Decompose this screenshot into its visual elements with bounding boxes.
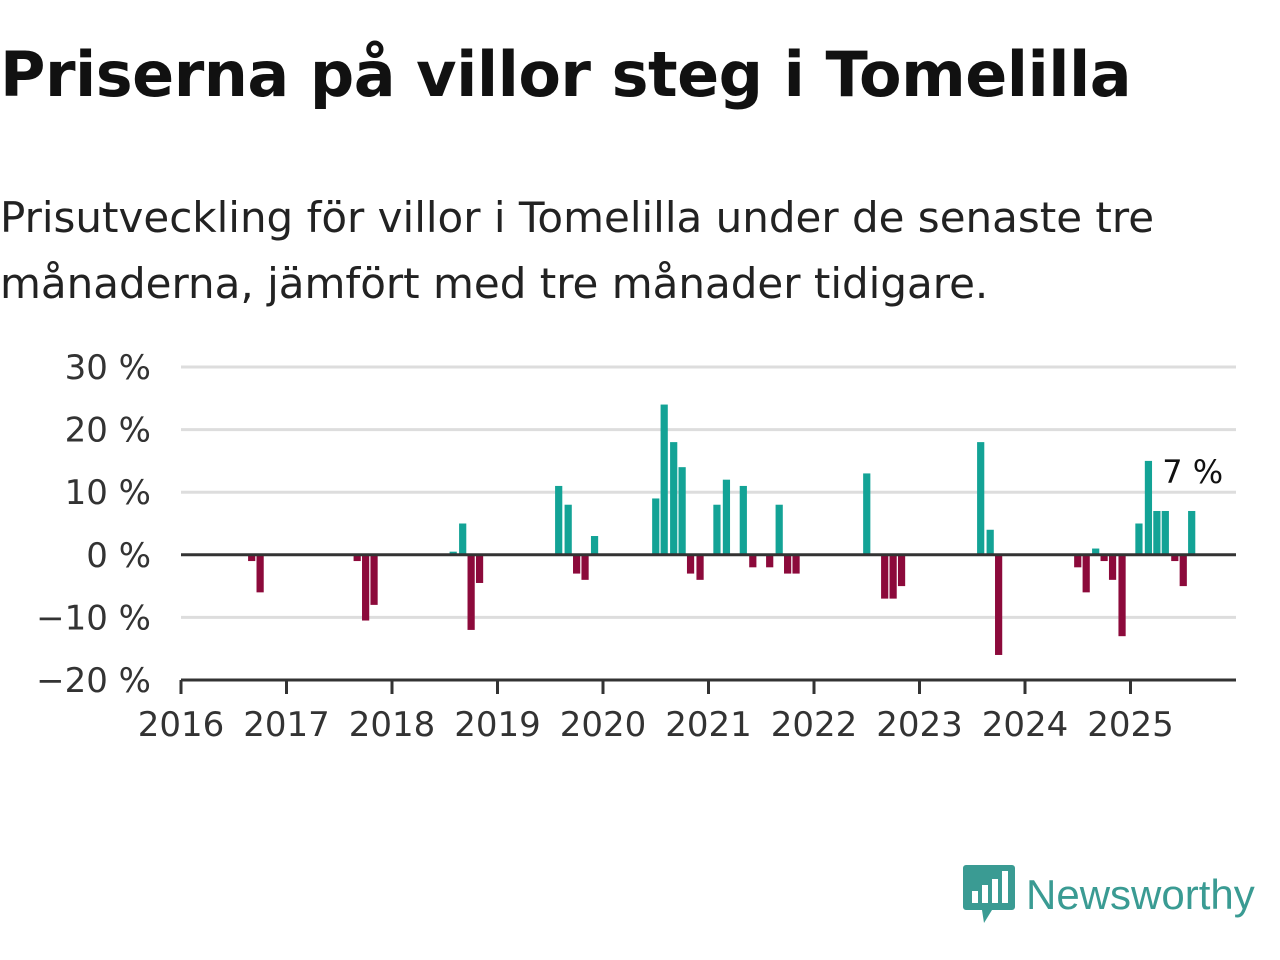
bar-negative: [1118, 554, 1126, 637]
bar-series: [248, 404, 1196, 655]
bar-positive: [555, 485, 563, 555]
tick-labels: −20 % −10 % 0 % 10 % 20 % 30 % 2016 2017 2018 201…: [36, 348, 1174, 745]
bar-positive: [1092, 548, 1100, 555]
x-tick-label: 2019: [454, 705, 541, 745]
x-tick-label: 2017: [243, 705, 330, 745]
x-tick-label: 2018: [349, 705, 436, 745]
chart-title: Priserna på villor steg i Tomelilla: [0, 38, 1132, 111]
chart-subtitle: Prisutveckling för villor i Tomelilla un…: [0, 193, 1155, 308]
bar-negative: [1082, 554, 1090, 593]
bar-chart: −20 % −10 % 0 % 10 % 20 % 30 % 2016 2017 2018 201…: [36, 348, 1236, 745]
bar-positive: [449, 551, 457, 555]
bar-negative: [766, 554, 774, 568]
bar-positive: [739, 485, 747, 555]
bar-positive: [678, 467, 686, 555]
y-tick-label: −10 %: [36, 598, 151, 638]
x-tick-label: 2023: [876, 705, 963, 745]
bar-positive: [1153, 510, 1161, 555]
bar-negative: [686, 554, 695, 574]
bar-negative: [248, 554, 256, 562]
bar-positive: [863, 473, 871, 555]
bar-positive: [977, 442, 985, 555]
bar-negative: [1108, 554, 1117, 580]
bar-negative: [1100, 554, 1108, 562]
newsworthy-logo-text: Newsworthy: [1026, 871, 1255, 918]
bar-negative: [889, 554, 897, 599]
bar-negative: [696, 554, 704, 580]
y-tick-label: 30 %: [65, 348, 151, 388]
annotations: 7 %: [1158, 449, 1227, 495]
newsworthy-logo: Newsworthy: [962, 862, 1255, 928]
bar-positive: [1188, 510, 1196, 555]
bar-negative: [784, 554, 792, 574]
x-tick-label: 2025: [1087, 705, 1174, 745]
x-tick-label: 2024: [982, 705, 1069, 745]
bar-positive: [1161, 510, 1169, 555]
x-tick-label: 2020: [560, 705, 647, 745]
y-tick-label: 20 %: [65, 411, 151, 451]
bar-negative: [897, 554, 906, 587]
bar-negative: [881, 554, 889, 599]
y-tick-label: 0 %: [86, 536, 151, 576]
bar-positive: [775, 504, 783, 555]
bar-negative: [792, 554, 800, 574]
bar-negative: [1074, 554, 1082, 568]
x-tick-label: 2016: [138, 705, 225, 745]
latest-value-label: 7 %: [1162, 453, 1223, 491]
axes: [179, 553, 1236, 694]
bar-positive: [722, 479, 731, 555]
bar-negative: [467, 554, 475, 630]
bar-positive: [652, 498, 660, 555]
bar-positive: [1135, 523, 1143, 555]
bar-negative: [1179, 554, 1187, 587]
y-tick-label: −20 %: [36, 661, 151, 701]
bar-negative: [370, 554, 378, 605]
grid-lines: [181, 365, 1236, 619]
newsworthy-logo-icon: [963, 865, 1015, 923]
bar-positive: [590, 536, 599, 555]
bar-positive: [459, 523, 467, 555]
bar-negative: [573, 554, 581, 574]
bar-positive: [986, 529, 994, 555]
bar-negative: [256, 554, 264, 593]
bar-negative: [353, 554, 361, 562]
bar-positive: [1144, 460, 1153, 555]
y-tick-label: 10 %: [65, 473, 151, 513]
bar-negative: [475, 554, 484, 583]
bar-negative: [581, 554, 589, 580]
bar-negative: [1171, 554, 1179, 562]
x-tick-label: 2022: [771, 705, 858, 745]
bar-positive: [670, 442, 678, 555]
x-tick-label: 2021: [665, 705, 752, 745]
bar-negative: [995, 554, 1003, 655]
bar-positive: [564, 504, 572, 555]
bar-positive: [660, 404, 668, 555]
bar-positive: [713, 504, 721, 555]
bar-negative: [362, 554, 370, 621]
bar-negative: [749, 554, 757, 568]
